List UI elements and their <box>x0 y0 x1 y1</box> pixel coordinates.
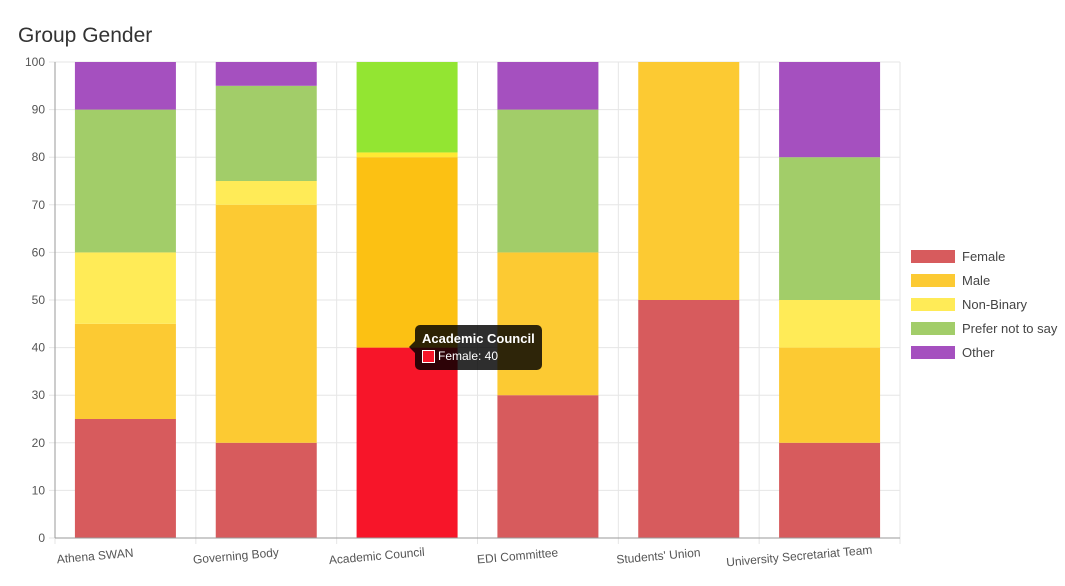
x-tick-label: University Secretariat Team <box>726 543 873 570</box>
bar-segment-female[interactable] <box>497 395 599 538</box>
y-tick-label: 100 <box>25 55 45 69</box>
bar-segment-prefer-not-to-say[interactable] <box>215 85 317 181</box>
tooltip-row: Female: 40 <box>422 349 535 363</box>
bar-segment-prefer-not-to-say[interactable] <box>356 62 458 153</box>
x-tick-label: Academic Council <box>328 545 425 567</box>
bar-segment-female[interactable] <box>356 347 458 538</box>
bar-segment-non-binary[interactable] <box>356 152 458 158</box>
legend-label: Male <box>962 272 991 288</box>
bar-segment-female[interactable] <box>74 419 176 538</box>
bars[interactable] <box>74 62 881 538</box>
bar-segment-male[interactable] <box>74 323 176 419</box>
legend-item[interactable]: Other <box>911 340 1057 364</box>
legend: Female Male Non-Binary Prefer not to say Oth… <box>911 244 1057 364</box>
legend-swatch <box>911 273 955 287</box>
bar-segment-non-binary[interactable] <box>779 300 881 348</box>
legend-label: Non-Binary <box>962 296 1028 312</box>
x-tick-label: Governing Body <box>192 545 279 566</box>
bar-segment-non-binary[interactable] <box>215 181 317 205</box>
tooltip: Academic Council Female: 40 <box>409 325 542 370</box>
bar-segment-other[interactable] <box>74 62 176 110</box>
bar-segment-female[interactable] <box>638 300 740 538</box>
legend-item[interactable]: Prefer not to say <box>911 316 1057 340</box>
legend-label: Female <box>962 248 1006 264</box>
bar-segment-prefer-not-to-say[interactable] <box>779 157 881 300</box>
legend-item[interactable]: Female <box>911 244 1057 268</box>
bar-segment-male[interactable] <box>215 204 317 443</box>
bar-segment-prefer-not-to-say[interactable] <box>74 109 176 253</box>
x-tick-label: Athena SWAN <box>56 546 134 567</box>
y-tick-label: 70 <box>32 198 46 212</box>
bar-segment-female[interactable] <box>779 442 881 538</box>
y-tick-label: 80 <box>32 150 46 164</box>
y-tick-label: 50 <box>32 293 46 307</box>
legend-label: Prefer not to say <box>962 320 1058 336</box>
legend-item[interactable]: Male <box>911 268 1057 292</box>
y-tick-label: 30 <box>32 388 46 402</box>
bar-segment-male[interactable] <box>779 347 881 443</box>
legend-item[interactable]: Non-Binary <box>911 292 1057 316</box>
legend-swatch <box>911 249 955 263</box>
tooltip-label: Female: 40 <box>438 349 499 363</box>
bar-segment-male[interactable] <box>497 252 599 396</box>
bar-segment-male[interactable] <box>356 157 458 348</box>
y-tick-label: 40 <box>32 341 46 355</box>
grid-lines <box>49 61 901 544</box>
y-tick-label: 10 <box>32 483 46 497</box>
bar-segment-non-binary[interactable] <box>74 252 176 324</box>
x-tick-label: Students' Union <box>616 545 701 566</box>
y-tick-label: 90 <box>32 103 46 117</box>
legend-swatch <box>911 345 955 359</box>
y-tick-label: 0 <box>38 531 45 545</box>
tooltip-title: Academic Council <box>422 331 535 346</box>
legend-swatch <box>911 297 955 311</box>
y-tick-label: 20 <box>32 436 46 450</box>
chart-title: Group Gender <box>18 24 153 47</box>
tooltip-swatch <box>422 349 435 363</box>
bar-segment-male[interactable] <box>638 62 740 300</box>
legend-label: Other <box>962 344 995 360</box>
y-tick-label: 60 <box>32 245 46 259</box>
bar-segment-other[interactable] <box>497 62 599 110</box>
bar-segment-female[interactable] <box>215 442 317 538</box>
bar-segment-prefer-not-to-say[interactable] <box>497 109 599 253</box>
x-tick-label: EDI Committee <box>476 545 559 566</box>
bar-segment-other[interactable] <box>215 62 317 86</box>
legend-swatch <box>911 321 955 335</box>
bar-segment-other[interactable] <box>779 62 881 158</box>
